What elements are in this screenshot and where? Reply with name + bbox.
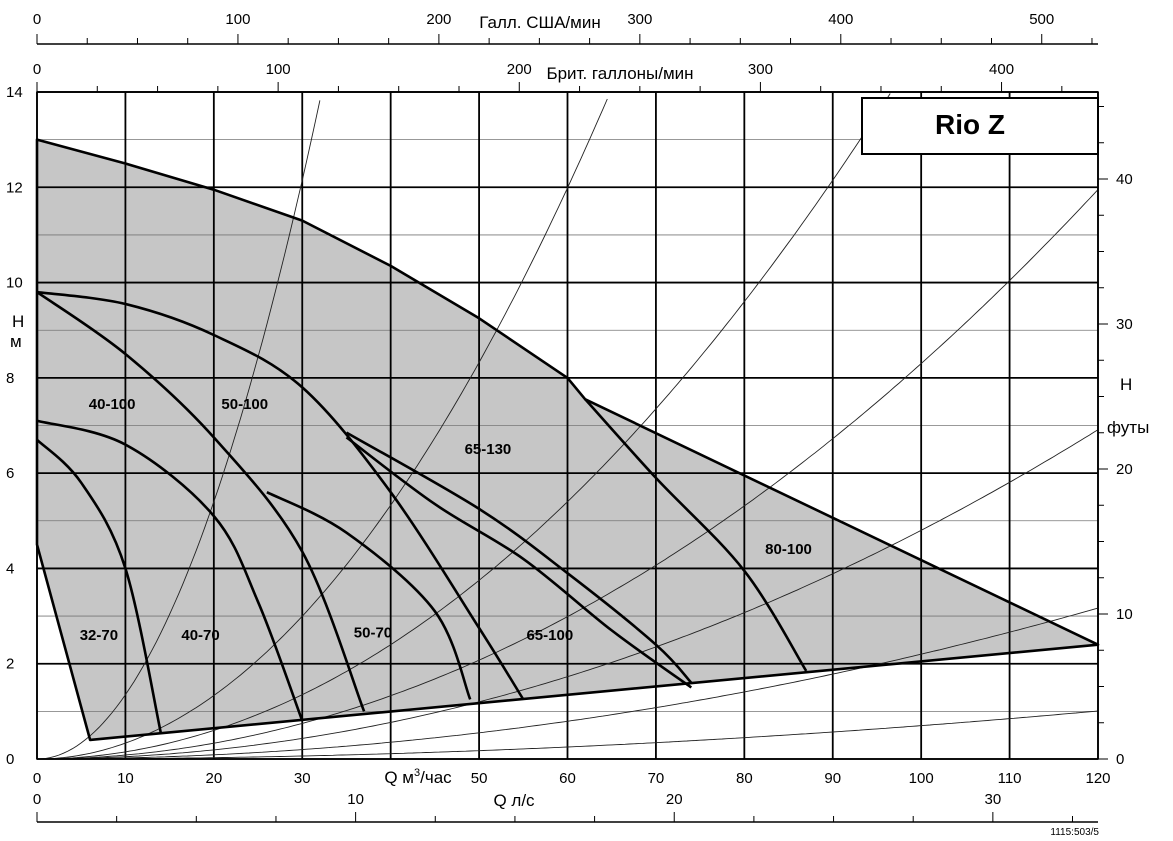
us-gpm-axis-title: Галл. США/мин bbox=[479, 13, 600, 32]
ft-tick-label: 0 bbox=[1116, 751, 1124, 768]
ukgpm-tick-label: 300 bbox=[748, 61, 773, 78]
bottom-axis-m3h: 0 10 20 30 50 60 70 80 90 100 110 120 bbox=[33, 770, 1111, 787]
x-tick-label: 60 bbox=[559, 770, 576, 787]
ft-tick-label: 20 bbox=[1116, 461, 1133, 478]
uk-gpm-axis-title: Брит. галлоны/мин bbox=[546, 64, 693, 83]
y-tick-label: 0 bbox=[6, 751, 14, 768]
ls-tick-label: 20 bbox=[666, 791, 683, 808]
plot-area: 40-100 50-100 65-130 80-100 32-70 40-70 50-70 6… bbox=[6, 84, 1100, 768]
x-tick-label: 0 bbox=[33, 770, 41, 787]
system-curve bbox=[37, 710, 1099, 760]
pump-curve-32-70 bbox=[36, 438, 163, 734]
curve-label-32-70: 32-70 bbox=[80, 627, 118, 644]
ls-tick-label: 0 bbox=[33, 791, 41, 808]
curve-label-65-130: 65-130 bbox=[465, 441, 512, 458]
ft-tick-label: 30 bbox=[1116, 316, 1133, 333]
y-axis-title-symbol: H bbox=[12, 312, 24, 331]
pump-curve-50-100 bbox=[36, 290, 525, 701]
usgpm-tick-label: 400 bbox=[828, 11, 853, 28]
curve-label-50-100: 50-100 bbox=[221, 396, 268, 413]
model-label: Rio Z bbox=[935, 109, 1005, 140]
y-tick-label: 2 bbox=[6, 656, 14, 673]
x-tick-label: 80 bbox=[736, 770, 753, 787]
x-tick-label: 110 bbox=[998, 770, 1022, 787]
pump-curve-40-70 bbox=[36, 419, 304, 722]
usgpm-tick-label: 300 bbox=[627, 11, 652, 28]
x-tick-label: 100 bbox=[909, 770, 934, 787]
x-tick-label: 50 bbox=[471, 770, 488, 787]
ls-tick-label: 10 bbox=[347, 791, 364, 808]
ukgpm-tick-label: 200 bbox=[507, 61, 532, 78]
system-curve bbox=[36, 100, 321, 760]
pump-curve-40-100 bbox=[36, 291, 366, 712]
y-tick-label: 6 bbox=[6, 465, 14, 482]
system-curve bbox=[37, 93, 891, 760]
y-tick-label: 10 bbox=[6, 275, 23, 292]
ukgpm-tick-label: 0 bbox=[33, 61, 41, 78]
y-axis-title-unit: м bbox=[10, 332, 22, 351]
usgpm-tick-label: 0 bbox=[33, 11, 41, 28]
y-tick-label: 12 bbox=[6, 179, 23, 196]
system-curve bbox=[37, 607, 1099, 760]
y-tick-label: 14 bbox=[6, 84, 23, 101]
usgpm-tick-label: 200 bbox=[426, 11, 451, 28]
right-axis-title-unit: футы bbox=[1107, 418, 1149, 437]
usgpm-tick-label: 500 bbox=[1029, 11, 1054, 28]
top-axis-usgpm: 0 100 200 300 400 500 bbox=[33, 11, 1098, 45]
system-curve bbox=[37, 189, 1099, 760]
bottom-axis-ls: 0 10 20 30 bbox=[33, 791, 1098, 823]
curve-label-40-70: 40-70 bbox=[181, 627, 219, 644]
ls-tick-label: 30 bbox=[985, 791, 1002, 808]
curve-label-65-100: 65-100 bbox=[526, 627, 573, 644]
x-tick-label: 10 bbox=[117, 770, 134, 787]
ukgpm-tick-label: 400 bbox=[989, 61, 1014, 78]
pump-curve-50-70 bbox=[266, 491, 472, 700]
x-tick-label: 30 bbox=[294, 770, 311, 787]
plot-frame bbox=[36, 91, 1099, 760]
ft-tick-label: 40 bbox=[1116, 171, 1133, 188]
curve-label-50-70: 50-70 bbox=[354, 625, 392, 642]
ukgpm-tick-label: 100 bbox=[266, 61, 291, 78]
y-tick-label: 8 bbox=[6, 370, 14, 387]
figure-code: 1115:503/5 bbox=[1050, 827, 1099, 838]
pump-curve-80-100 bbox=[584, 398, 808, 672]
operating-envelope-outline bbox=[35, 138, 1100, 742]
x-tick-label: 90 bbox=[824, 770, 841, 787]
curve-label-80-100: 80-100 bbox=[765, 541, 812, 558]
right-axis-feet: 0 10 20 30 40 bbox=[1098, 106, 1133, 768]
pump-curve-65-100 bbox=[345, 436, 693, 689]
right-axis-title-symbol: H bbox=[1120, 375, 1132, 394]
y-tick-label: 4 bbox=[6, 560, 14, 577]
x-tick-label: 120 bbox=[1085, 770, 1110, 787]
usgpm-tick-label: 100 bbox=[225, 11, 250, 28]
x-tick-label: 70 bbox=[648, 770, 665, 787]
ft-tick-label: 10 bbox=[1116, 606, 1133, 623]
ls-axis-title: Q л/с bbox=[493, 791, 535, 810]
m3h-axis-title: Q м3/час bbox=[384, 767, 452, 787]
model-label-box: Rio Z bbox=[861, 97, 1099, 155]
pump-curve-65-130 bbox=[345, 431, 693, 684]
system-curve bbox=[37, 429, 1099, 760]
x-tick-label: 20 bbox=[205, 770, 222, 787]
curve-label-40-100: 40-100 bbox=[89, 396, 136, 413]
